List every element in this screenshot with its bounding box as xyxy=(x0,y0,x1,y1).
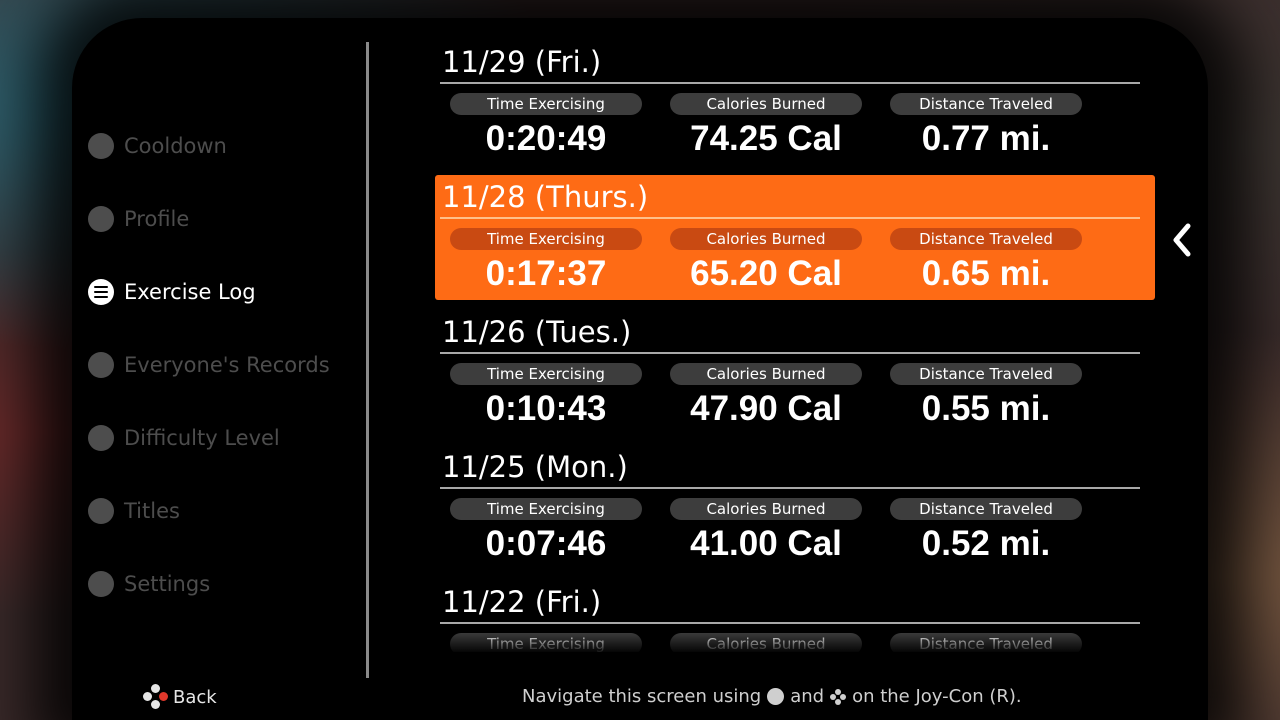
chevron-left-icon[interactable] xyxy=(1170,222,1194,258)
stat-time: Time Exercising 0:07:46 xyxy=(450,498,642,564)
stat-calories: Calories Burned 47.90 Cal xyxy=(670,363,862,429)
stat-label: Time Exercising xyxy=(450,93,642,115)
sidebar-item-cooldown[interactable]: Cooldown xyxy=(88,130,227,162)
entry-date: 11/25 (Mon.) xyxy=(442,450,628,484)
entry-divider xyxy=(440,352,1140,354)
stat-distance: Distance Traveled 0.65 mi. xyxy=(890,228,1082,294)
log-entry-selected[interactable]: 11/28 (Thurs.) Time Exercising 0:17:37 C… xyxy=(440,177,1140,299)
stat-value: 0.77 mi. xyxy=(921,119,1051,158)
profile-icon xyxy=(88,206,114,232)
stat-calories: Calories Burned 74.25 Cal xyxy=(670,93,862,159)
exercise-log-viewport[interactable]: 11/29 (Fri.) Time Exercising 0:20:49 Cal… xyxy=(0,0,1280,652)
hint-text: Navigate this screen using xyxy=(522,686,762,707)
entry-date: 11/28 (Thurs.) xyxy=(442,180,649,214)
stat-label: Distance Traveled xyxy=(890,228,1082,250)
stat-value: 0.55 mi. xyxy=(921,389,1051,428)
stat-distance: Distance Traveled 0.77 mi. xyxy=(890,93,1082,159)
hint-text: and xyxy=(790,686,825,707)
sidebar-item-label: Settings xyxy=(124,572,211,596)
stick-icon xyxy=(767,688,785,705)
stat-value: 41.00 Cal xyxy=(690,524,842,563)
button-pad-icon xyxy=(830,688,847,705)
stat-value: 0:07:46 xyxy=(485,524,607,563)
entry-date: 11/22 (Fri.) xyxy=(442,585,602,619)
sidebar-item-label: Exercise Log xyxy=(124,280,256,304)
list-icon xyxy=(88,279,114,305)
stat-label: Calories Burned xyxy=(670,363,862,385)
hint-text: on the Joy-Con (R). xyxy=(852,686,1022,707)
stat-time: Time Exercising 0:10:43 xyxy=(450,363,642,429)
entry-divider xyxy=(440,487,1140,489)
stat-distance: Distance Traveled 0.52 mi. xyxy=(890,498,1082,564)
stat-value: 0:17:37 xyxy=(485,254,607,293)
stat-label: Time Exercising xyxy=(450,228,642,250)
stat-time: Time Exercising 0:17:37 xyxy=(450,228,642,294)
entry-divider xyxy=(440,82,1140,84)
stat-calories: Calories Burned 65.20 Cal xyxy=(670,228,862,294)
gear-icon xyxy=(88,571,114,597)
difficulty-icon xyxy=(88,425,114,451)
sidebar-item-label: Titles xyxy=(124,499,180,523)
stat-value: 74.25 Cal xyxy=(690,119,842,158)
stat-label: Time Exercising xyxy=(450,363,642,385)
stat-label: Distance Traveled xyxy=(890,93,1082,115)
stat-label: Calories Burned xyxy=(670,498,862,520)
sidebar-item-exercise-log[interactable]: Exercise Log xyxy=(88,276,256,308)
sidebar-divider xyxy=(366,42,369,678)
sidebar-item-label: Cooldown xyxy=(124,134,227,158)
stat-label: Distance Traveled xyxy=(890,363,1082,385)
stat-calories: Calories Burned 41.00 Cal xyxy=(670,498,862,564)
stat-value: 0.52 mi. xyxy=(921,524,1051,563)
stat-label: Time Exercising xyxy=(450,498,642,520)
sidebar-item-profile[interactable]: Profile xyxy=(88,203,189,235)
stat-label: Distance Traveled xyxy=(890,498,1082,520)
stat-value: 47.90 Cal xyxy=(690,389,842,428)
group-icon xyxy=(88,352,114,378)
log-entry[interactable]: 11/26 (Tues.) Time Exercising 0:10:43 Ca… xyxy=(440,312,1140,434)
navigation-hint: Navigate this screen using and on the Jo… xyxy=(522,686,1022,707)
stat-time: Time Exercising 0:20:49 xyxy=(450,93,642,159)
cooldown-icon xyxy=(88,133,114,159)
trophy-icon xyxy=(88,498,114,524)
back-label: Back xyxy=(173,686,217,708)
stat-value: 0.65 mi. xyxy=(921,254,1051,293)
stat-value: 0:10:43 xyxy=(485,389,607,428)
sidebar-item-everyones-records[interactable]: Everyone's Records xyxy=(88,349,330,381)
stat-distance: Distance Traveled 0.55 mi. xyxy=(890,363,1082,429)
sidebar-item-settings[interactable]: Settings xyxy=(88,568,210,600)
sidebar-item-label: Everyone's Records xyxy=(124,353,330,377)
dpad-icon xyxy=(143,684,169,710)
stat-label: Calories Burned xyxy=(670,228,862,250)
sidebar-item-difficulty-level[interactable]: Difficulty Level xyxy=(88,422,280,454)
log-entry[interactable]: 11/25 (Mon.) Time Exercising 0:07:46 Cal… xyxy=(440,447,1140,569)
stat-value: 65.20 Cal xyxy=(690,254,842,293)
entry-date: 11/29 (Fri.) xyxy=(442,45,602,79)
list-fade xyxy=(440,632,1140,652)
entry-divider xyxy=(440,622,1140,624)
sidebar-item-titles[interactable]: Titles xyxy=(88,495,180,527)
entry-date: 11/26 (Tues.) xyxy=(442,315,632,349)
sidebar-item-label: Profile xyxy=(124,207,190,231)
sidebar-item-label: Difficulty Level xyxy=(124,426,280,450)
stat-value: 0:20:49 xyxy=(485,119,607,158)
log-entry[interactable]: 11/29 (Fri.) Time Exercising 0:20:49 Cal… xyxy=(440,42,1140,164)
back-button[interactable]: Back xyxy=(143,684,217,710)
stat-label: Calories Burned xyxy=(670,93,862,115)
entry-divider xyxy=(440,217,1140,219)
